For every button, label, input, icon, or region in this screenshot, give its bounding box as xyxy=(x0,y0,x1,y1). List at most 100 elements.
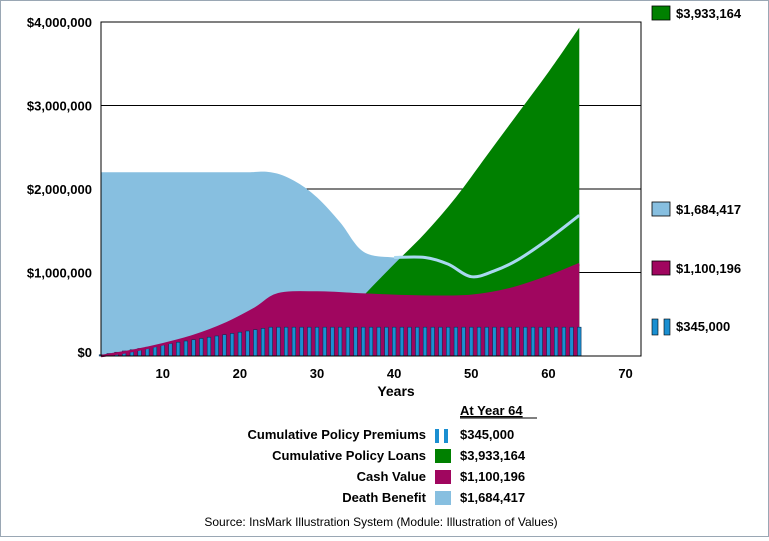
x-tick-label-4: 50 xyxy=(464,366,478,381)
premium-bar-51 xyxy=(492,326,497,357)
premium-bar-8 xyxy=(160,344,165,357)
premium-bar-36 xyxy=(376,326,381,357)
legend: At Year 64 Cumulative Policy Premiums $3… xyxy=(248,403,537,505)
premium-bar-41 xyxy=(415,326,420,357)
premium-bar-54 xyxy=(515,326,520,357)
x-tick-label-6: 70 xyxy=(618,366,632,381)
x-axis-title: Years xyxy=(377,383,415,399)
area-series xyxy=(101,27,580,356)
premium-bar-32 xyxy=(345,326,350,357)
premium-bar-27 xyxy=(307,326,312,357)
premium-bar-16 xyxy=(222,334,227,357)
legend-label-loans: Cumulative Policy Loans xyxy=(272,448,426,463)
premium-bar-28 xyxy=(314,326,320,357)
premium-bar-61 xyxy=(569,326,574,357)
legend-swatch-cash-value xyxy=(435,470,451,484)
premium-bar-42 xyxy=(422,326,428,357)
legend-swatch-loans xyxy=(435,449,451,463)
y-tick-label-3: $3,000,000 xyxy=(27,99,92,114)
premiums-end-swatch xyxy=(651,318,671,336)
x-tick-label-3: 40 xyxy=(387,366,401,381)
premium-bar-50 xyxy=(484,326,489,357)
source-note: Source: InsMark Illustration System (Mod… xyxy=(204,515,557,529)
plot-border xyxy=(100,21,642,357)
legend-value-cash-value: $1,100,196 xyxy=(460,469,525,484)
cash-value-end-label: $1,100,196 xyxy=(676,261,741,276)
premium-bar-19 xyxy=(245,330,250,357)
premium-bar-52 xyxy=(500,326,505,357)
x-tick-label-2: 30 xyxy=(310,366,324,381)
premium-bar-38 xyxy=(392,326,397,357)
legend-value-premiums: $345,000 xyxy=(460,427,514,442)
premium-bar-23 xyxy=(276,326,281,357)
y-tick-label-2: $2,000,000 xyxy=(27,182,92,197)
cash-value-area xyxy=(101,264,580,356)
premium-bar-21 xyxy=(260,328,266,357)
loans-end-label: $3,933,164 xyxy=(676,6,742,21)
series-lines xyxy=(100,214,581,358)
premium-bar-9 xyxy=(168,343,173,357)
premium-bar-37 xyxy=(384,326,389,357)
premium-bar-22 xyxy=(268,326,273,357)
premium-bar-14 xyxy=(206,336,212,357)
premium-bar-31 xyxy=(338,326,343,357)
premium-bar-39 xyxy=(399,326,404,357)
legend-label-cash-value: Cash Value xyxy=(357,469,426,484)
premium-bar-55 xyxy=(523,326,528,357)
x-tick-label-0: 10 xyxy=(155,366,169,381)
premium-bar-15 xyxy=(214,335,219,357)
premium-bar-53 xyxy=(507,326,512,357)
end-value-labels: $3,933,164 $1,684,417 $1,100,196 $345,00… xyxy=(651,5,742,336)
x-tick-label-1: 20 xyxy=(233,366,247,381)
premium-bar-29 xyxy=(322,326,327,357)
premium-bar-43 xyxy=(430,326,435,357)
premium-bar-46 xyxy=(453,326,458,357)
premium-bar-49 xyxy=(476,326,482,357)
legend-value-loans: $3,933,164 xyxy=(460,448,526,463)
premium-bar-47 xyxy=(461,326,466,357)
premium-bar-33 xyxy=(353,326,358,357)
premium-bar-12 xyxy=(191,339,196,357)
legend-label-premiums: Cumulative Policy Premiums xyxy=(248,427,426,442)
premium-bar-40 xyxy=(407,326,412,357)
cash-value-end-swatch xyxy=(651,260,671,276)
premium-bar-10 xyxy=(176,341,181,357)
premium-bar-48 xyxy=(469,326,474,357)
premium-bar-24 xyxy=(284,326,289,357)
death-benefit-line xyxy=(394,214,581,279)
premium-bar-34 xyxy=(361,326,366,357)
premium-bar-60 xyxy=(561,326,566,357)
cash-value-line xyxy=(100,262,580,358)
premium-bar-58 xyxy=(546,326,551,357)
premiums-end-label: $345,000 xyxy=(676,319,730,334)
premium-bar-44 xyxy=(438,326,443,357)
premium-bar-56 xyxy=(530,326,536,357)
premium-bar-13 xyxy=(199,338,204,357)
premium-bar-26 xyxy=(299,326,304,357)
y-tick-label-4: $4,000,000 xyxy=(27,15,92,30)
premium-bar-57 xyxy=(538,326,543,357)
y-tick-label-0: $0 xyxy=(78,345,92,360)
premium-bar-45 xyxy=(446,326,451,357)
loans-area xyxy=(293,27,580,356)
death-benefit-end-swatch xyxy=(651,201,671,217)
death-benefit-end-label: $1,684,417 xyxy=(676,202,741,217)
premium-bar-18 xyxy=(237,331,242,357)
legend-label-death-benefit: Death Benefit xyxy=(342,490,426,505)
premium-bar-25 xyxy=(291,326,296,357)
x-tick-labels: 10 20 30 40 50 60 70 xyxy=(155,366,632,381)
legend-value-death-benefit: $1,684,417 xyxy=(460,490,525,505)
legend-swatch-premiums xyxy=(435,429,448,443)
premium-bar-17 xyxy=(230,333,235,357)
premium-bar-62 xyxy=(577,326,582,357)
premium-bar-35 xyxy=(368,326,374,357)
legend-swatch-death-benefit xyxy=(435,491,451,505)
y-tick-label-1: $1,000,000 xyxy=(27,266,92,281)
y-tick-labels: $0 $1,000,000 $2,000,000 $3,000,000 $4,000,0… xyxy=(27,15,92,360)
premium-bar-59 xyxy=(554,326,559,357)
premium-bar-11 xyxy=(183,340,188,357)
premium-bar-20 xyxy=(253,329,258,357)
x-tick-label-5: 60 xyxy=(541,366,555,381)
